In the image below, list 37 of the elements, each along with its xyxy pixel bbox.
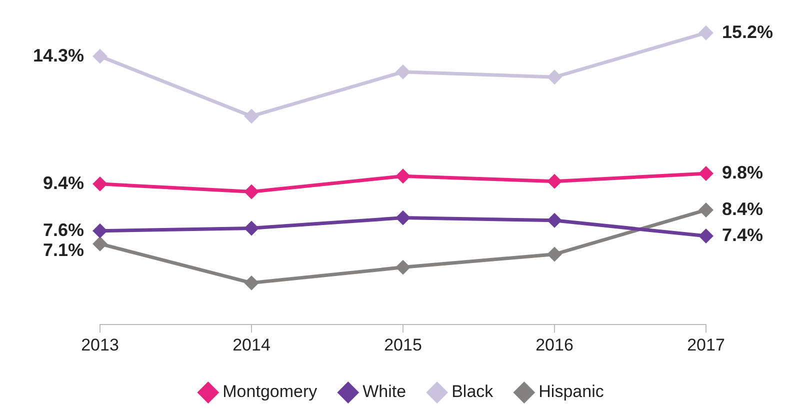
- point: [699, 203, 713, 217]
- point: [244, 276, 258, 290]
- legend-label: Montgomery: [222, 382, 318, 402]
- point: [699, 229, 713, 243]
- point: [93, 237, 107, 251]
- data-label: 14.3%: [32, 45, 84, 66]
- data-label: 9.8%: [722, 162, 764, 182]
- x-tick-label: 2013: [81, 335, 119, 354]
- x-tick-label: 2017: [687, 335, 725, 354]
- point: [548, 214, 562, 228]
- legend-label: White: [362, 382, 406, 402]
- point: [548, 248, 562, 262]
- legend-label: Hispanic: [538, 382, 604, 402]
- data-label: 7.6%: [42, 220, 84, 240]
- point: [93, 50, 107, 64]
- data-label: 9.4%: [42, 172, 84, 193]
- point: [699, 26, 713, 40]
- point: [548, 70, 562, 84]
- x-tick-label: 2014: [232, 335, 270, 354]
- data-label: 15.2%: [722, 22, 774, 42]
- data-label: 7.1%: [42, 240, 84, 260]
- point: [244, 221, 258, 235]
- point: [244, 184, 258, 198]
- point: [396, 169, 410, 183]
- point: [396, 65, 410, 79]
- x-tick-label: 2015: [384, 335, 422, 354]
- legend-label: Black: [452, 382, 494, 402]
- point: [244, 109, 258, 123]
- point: [93, 224, 107, 238]
- point: [396, 211, 410, 225]
- x-tick-label: 2016: [536, 335, 574, 354]
- point: [396, 260, 410, 274]
- point: [699, 166, 713, 180]
- point: [93, 177, 107, 191]
- point: [548, 174, 562, 188]
- data-label: 7.4%: [722, 225, 764, 245]
- data-label: 8.4%: [722, 198, 764, 219]
